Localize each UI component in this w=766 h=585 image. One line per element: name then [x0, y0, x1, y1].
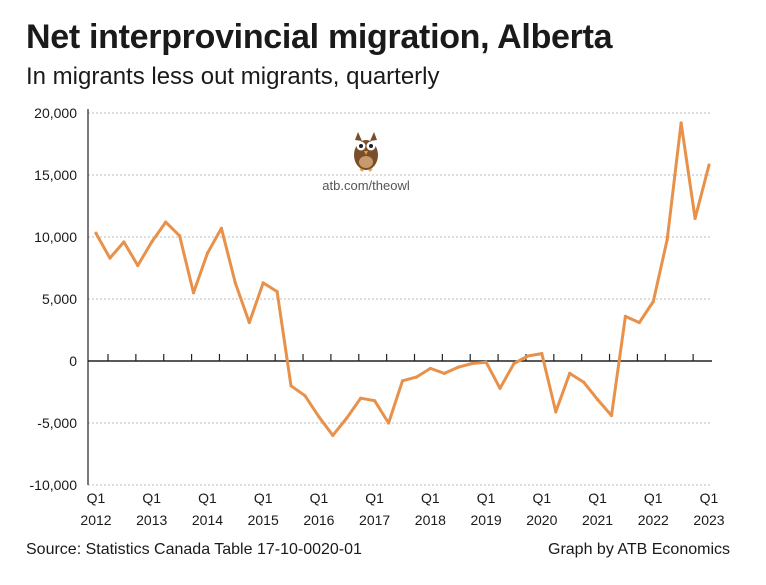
x-tick-label-quarter: Q1 — [254, 490, 273, 506]
y-tick-label: 0 — [69, 353, 77, 369]
data-point — [94, 231, 98, 235]
watermark: atb.com/theowl — [322, 132, 410, 193]
y-axis-tick-labels: 20,000 15,000 10,000 5,000 0 -5,000 -10,000 — [30, 105, 78, 493]
source-note: Source: Statistics Canada Table 17-10-00… — [26, 541, 362, 558]
data-point — [707, 163, 711, 167]
x-tick-label-quarter: Q1 — [588, 490, 607, 506]
x-tick-label-quarter: Q1 — [87, 490, 106, 506]
data-point — [303, 394, 307, 398]
data-point — [540, 351, 544, 356]
data-point — [275, 289, 279, 294]
y-tick-label: 10,000 — [34, 229, 77, 245]
data-point — [331, 433, 335, 437]
data-point — [414, 375, 419, 379]
data-point — [164, 220, 168, 224]
axes — [87, 109, 712, 485]
x-tick-label-quarter: Q1 — [421, 490, 440, 506]
y-tick-label: 20,000 — [34, 105, 77, 121]
x-tick-label-year: 2021 — [582, 512, 613, 528]
data-point — [177, 234, 182, 238]
data-point — [150, 240, 154, 244]
x-tick-label-year: 2013 — [136, 512, 167, 528]
chart-title: Net interprovincial migration, Alberta — [26, 18, 613, 56]
x-tick-label-year: 2016 — [303, 512, 334, 528]
data-point — [456, 365, 460, 369]
grid-lines — [88, 112, 712, 486]
data-point — [651, 299, 655, 304]
x-tick-label-year: 2017 — [359, 512, 390, 528]
data-point — [400, 379, 405, 383]
data-point — [470, 361, 474, 366]
data-point — [623, 314, 628, 318]
y-tick-label: -5,000 — [37, 415, 77, 431]
x-tick-label-year: 2018 — [415, 512, 446, 528]
data-point — [609, 413, 614, 418]
x-tick-label-year: 2019 — [471, 512, 502, 528]
x-tick-label-year: 2020 — [526, 512, 557, 528]
x-tick-label-year: 2014 — [192, 512, 223, 528]
x-tick-label-quarter: Q1 — [644, 490, 663, 506]
data-point — [261, 281, 265, 285]
x-tick-label-quarter: Q1 — [365, 490, 384, 506]
chart-subtitle: In migrants less out migrants, quarterly — [26, 63, 440, 90]
series — [94, 121, 711, 437]
data-point — [359, 396, 363, 400]
x-tick-label-quarter: Q1 — [198, 490, 217, 506]
data-point — [665, 237, 669, 242]
data-point — [484, 360, 488, 364]
watermark-text: atb.com/theowl — [322, 178, 410, 193]
data-point — [582, 380, 586, 384]
x-axis-tick-labels: Q1 2012 Q1 2013 Q1 2014 Q1 2015 Q1 2016 Q1 2017 Q1 20… — [80, 490, 724, 528]
x-tick-label-quarter: Q1 — [142, 490, 161, 506]
series-line — [94, 121, 711, 437]
data-point — [512, 361, 516, 366]
data-point — [247, 320, 251, 325]
data-point — [317, 415, 321, 419]
data-point — [191, 291, 196, 295]
x-tick-label-year: 2015 — [248, 512, 279, 528]
x-tick-label-year: 2022 — [638, 512, 669, 528]
x-tick-label-quarter: Q1 — [477, 490, 496, 506]
owl-icon — [354, 132, 378, 172]
data-point — [108, 256, 112, 260]
data-point — [637, 320, 641, 325]
data-point — [289, 384, 293, 388]
y-tick-label: 15,000 — [34, 167, 77, 183]
y-tick-label: 5,000 — [42, 291, 77, 307]
x-tick-label-year: 2023 — [693, 512, 724, 528]
data-point — [568, 371, 572, 375]
data-point — [233, 281, 237, 285]
data-point — [136, 263, 140, 268]
y-tick-label: -10,000 — [30, 477, 78, 493]
data-point — [205, 251, 210, 255]
data-point — [428, 366, 432, 371]
data-point — [386, 421, 391, 425]
x-tick-label-quarter: Q1 — [532, 490, 551, 506]
data-point — [373, 399, 377, 403]
data-point — [679, 121, 683, 125]
data-point — [693, 216, 697, 220]
data-point — [498, 386, 502, 390]
credit-note: Graph by ATB Economics — [548, 541, 730, 558]
data-point — [219, 226, 223, 230]
data-point — [122, 240, 126, 244]
data-point — [442, 371, 446, 375]
data-point — [595, 397, 600, 402]
x-tick-label-quarter: Q1 — [310, 490, 329, 506]
data-point — [526, 354, 530, 358]
x-tick-label-year: 2012 — [80, 512, 111, 528]
data-point — [554, 410, 558, 414]
data-point — [345, 416, 349, 420]
x-tick-label-quarter: Q1 — [700, 490, 719, 506]
